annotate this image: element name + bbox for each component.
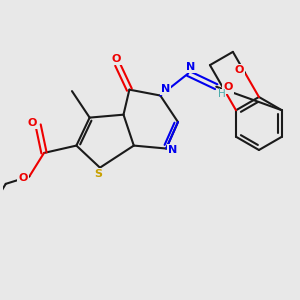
Text: O: O [234, 65, 244, 75]
Text: N: N [161, 84, 170, 94]
Text: N: N [168, 145, 177, 155]
Text: O: O [18, 173, 28, 183]
Text: N: N [186, 62, 195, 72]
Text: O: O [28, 118, 37, 128]
Text: N: N [186, 62, 195, 72]
Text: O: O [223, 82, 232, 92]
Text: O: O [112, 54, 121, 64]
Text: O: O [112, 54, 121, 64]
Text: O: O [234, 65, 244, 75]
Text: S: S [94, 169, 103, 179]
Text: N: N [161, 84, 170, 94]
Text: O: O [28, 118, 37, 128]
Text: H: H [218, 88, 225, 98]
Text: H: H [218, 89, 225, 99]
Text: S: S [94, 169, 103, 179]
Text: N: N [168, 145, 177, 155]
Text: O: O [18, 173, 28, 183]
Text: O: O [223, 82, 232, 92]
